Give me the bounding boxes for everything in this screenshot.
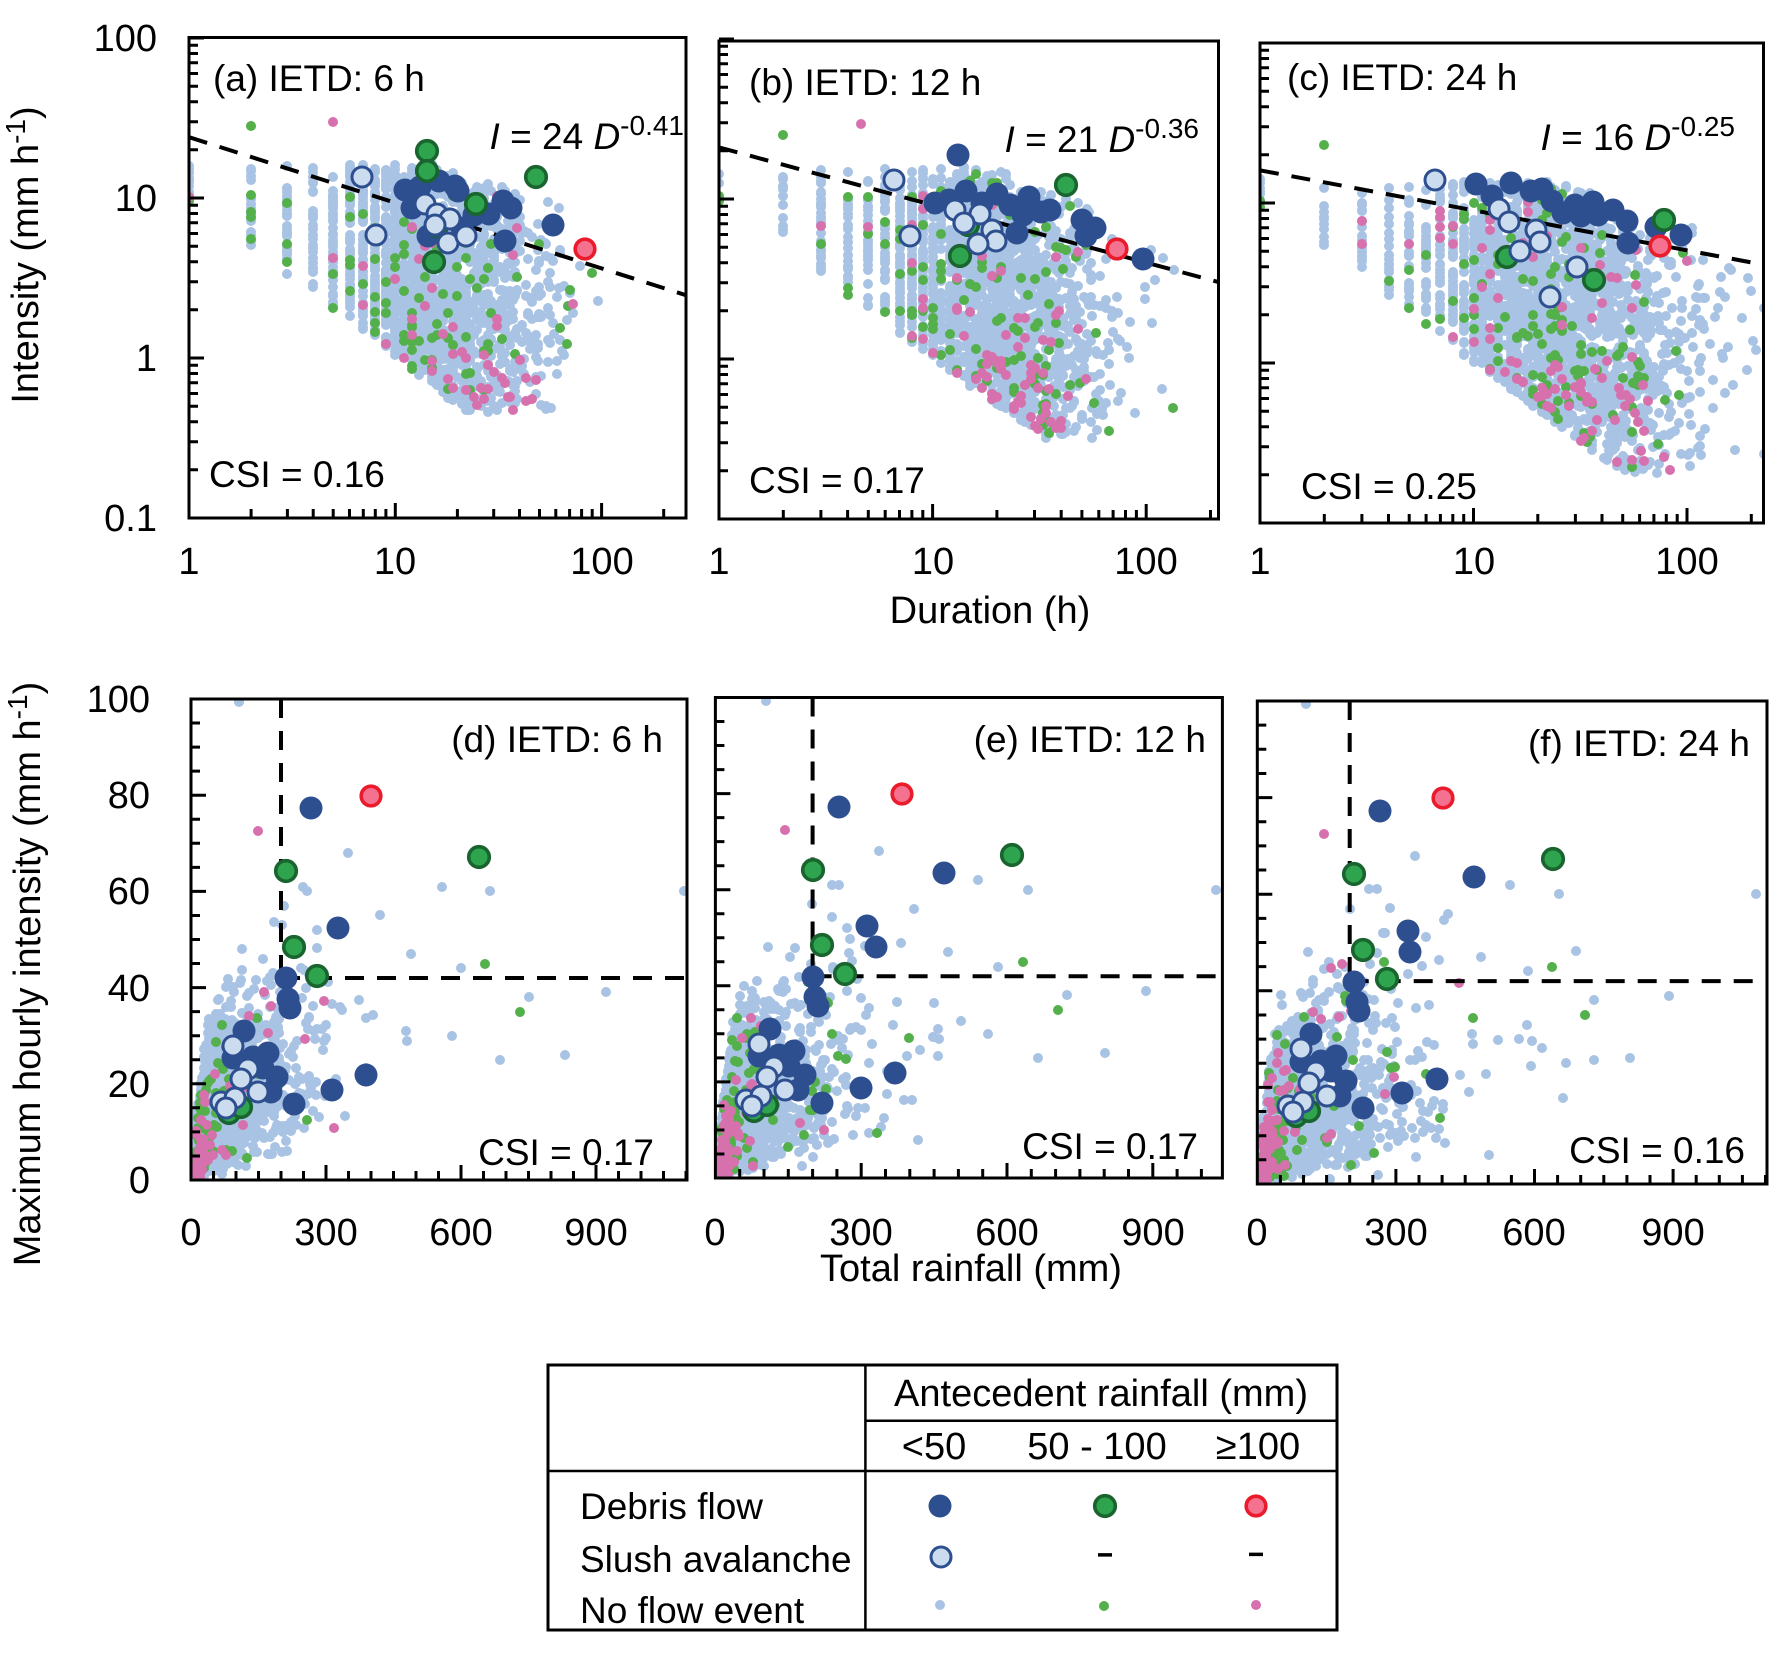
svg-text:Total rainfall (mm): Total rainfall (mm): [820, 1248, 1122, 1290]
svg-text:60: 60: [108, 871, 150, 913]
svg-text:20: 20: [108, 1064, 150, 1106]
svg-text:Slush avalanche: Slush avalanche: [580, 1539, 852, 1580]
svg-text:(c) IETD: 24 h: (c) IETD: 24 h: [1287, 57, 1517, 98]
svg-text:Duration (h): Duration (h): [890, 590, 1091, 632]
svg-text:100: 100: [1114, 541, 1177, 583]
svg-text:(e) IETD: 12 h: (e) IETD: 12 h: [974, 719, 1206, 760]
svg-text:(b) IETD: 12 h: (b) IETD: 12 h: [749, 62, 981, 103]
svg-text:0: 0: [1246, 1212, 1267, 1254]
svg-text:100: 100: [1655, 541, 1718, 583]
svg-text:(f) IETD: 24 h: (f) IETD: 24 h: [1528, 723, 1750, 764]
svg-text:(d) IETD: 6 h: (d) IETD: 6 h: [451, 719, 663, 760]
svg-text:Antecedent rainfall (mm): Antecedent rainfall (mm): [894, 1373, 1308, 1415]
svg-text:I = 16 D-0.25: I = 16 D-0.25: [1541, 111, 1735, 158]
svg-text:CSI = 0.17: CSI = 0.17: [1022, 1126, 1198, 1167]
svg-text:600: 600: [975, 1212, 1038, 1254]
svg-text:600: 600: [1502, 1212, 1565, 1254]
svg-text:Intensity (mm h-1): Intensity (mm h-1): [0, 106, 47, 403]
svg-text:(a) IETD: 6 h: (a) IETD: 6 h: [213, 58, 425, 99]
svg-text:1: 1: [178, 541, 199, 583]
svg-text:0: 0: [704, 1212, 725, 1254]
svg-text:50 - 100: 50 - 100: [1027, 1426, 1166, 1468]
svg-text:300: 300: [829, 1212, 892, 1254]
svg-text:10: 10: [374, 541, 416, 583]
svg-text:10: 10: [115, 178, 157, 220]
svg-text:900: 900: [1121, 1212, 1184, 1254]
svg-text:900: 900: [1641, 1212, 1704, 1254]
svg-text:Maximum hourly intensity (mm h: Maximum hourly intensity (mm h-1): [2, 682, 49, 1266]
svg-text:900: 900: [564, 1212, 627, 1254]
svg-text:CSI = 0.16: CSI = 0.16: [209, 454, 385, 495]
svg-text:<50: <50: [902, 1426, 966, 1468]
svg-text:CSI = 0.17: CSI = 0.17: [749, 460, 925, 501]
svg-text:0: 0: [129, 1160, 150, 1202]
svg-text:600: 600: [429, 1212, 492, 1254]
svg-text:≥100: ≥100: [1216, 1426, 1300, 1468]
svg-text:80: 80: [108, 775, 150, 817]
svg-text:Debris flow: Debris flow: [580, 1486, 763, 1527]
svg-text:100: 100: [94, 18, 157, 60]
svg-text:1: 1: [1249, 541, 1270, 583]
svg-text:CSI = 0.16: CSI = 0.16: [1569, 1130, 1745, 1171]
svg-text:CSI = 0.17: CSI = 0.17: [478, 1132, 654, 1173]
svg-text:300: 300: [294, 1212, 357, 1254]
svg-text:100: 100: [87, 679, 150, 721]
svg-text:1: 1: [136, 338, 157, 380]
svg-text:1: 1: [708, 541, 729, 583]
svg-text:10: 10: [912, 541, 954, 583]
svg-text:0.1: 0.1: [104, 498, 157, 540]
svg-text:300: 300: [1364, 1212, 1427, 1254]
svg-text:CSI = 0.25: CSI = 0.25: [1301, 466, 1477, 507]
svg-text:0: 0: [180, 1212, 201, 1254]
svg-text:40: 40: [108, 968, 150, 1010]
svg-text:100: 100: [570, 541, 633, 583]
svg-text:10: 10: [1453, 541, 1495, 583]
svg-text:No flow event: No flow event: [580, 1590, 805, 1631]
